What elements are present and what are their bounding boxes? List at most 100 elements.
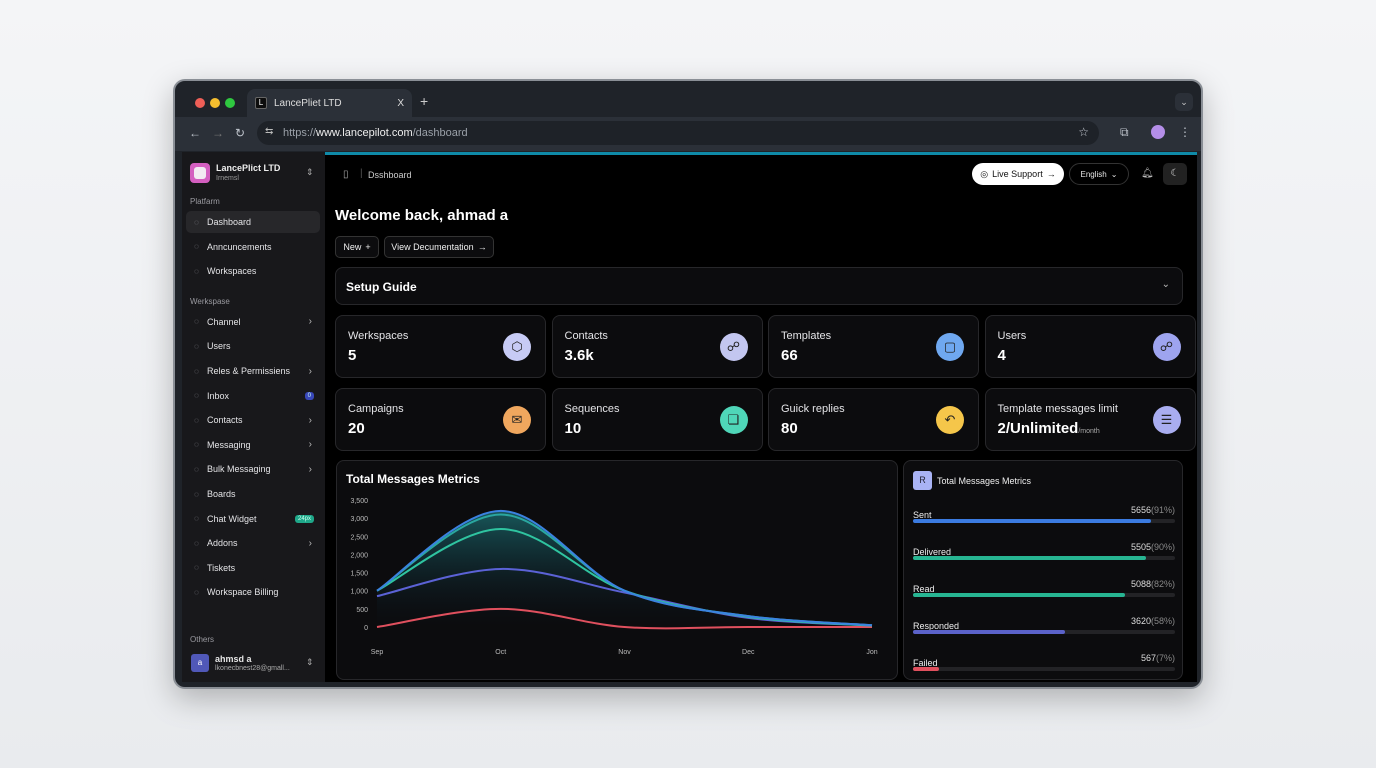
sidebar-item-bulk-messaging[interactable]: ◌ Bulk Messaging › (186, 458, 320, 480)
back-icon[interactable]: ← (189, 126, 201, 140)
theme-toggle-icon[interactable]: ☾ (1163, 163, 1187, 185)
sidebar-item-label: Workspace Billing (207, 587, 279, 598)
sidebar-item-channel[interactable]: ◌ Channel › (186, 311, 320, 333)
minimize-window-button[interactable] (210, 98, 220, 108)
stat-card[interactable]: Templates 66 ▢ (768, 315, 979, 378)
metric-value: 5505 (1130, 542, 1151, 552)
stat-value: 4 (997, 347, 1006, 364)
sidebar-item-chat-widget[interactable]: ◌ Chat Widget 24px (186, 508, 320, 530)
reload-icon[interactable]: ↻ (235, 126, 246, 140)
sidebar-item-label: Addons (207, 538, 238, 549)
new-label: New (343, 242, 362, 252)
stat-value: 20 (348, 420, 365, 437)
x-tick-label: Dec (742, 649, 755, 656)
sidebar-item-anncuncements[interactable]: ◌ Anncuncements (186, 236, 320, 258)
user-menu-icon[interactable]: ⇕ (306, 657, 314, 667)
language-select[interactable]: English ⌄ (1069, 163, 1129, 185)
close-tab-icon[interactable]: X (397, 97, 404, 109)
y-tick-label: 3,000 (350, 516, 368, 523)
sequence-icon: ❏ (719, 406, 748, 434)
stat-card[interactable]: Werkspaces 5 ⬡ (335, 315, 546, 378)
bell-icon[interactable]: 🔔︎ (1141, 168, 1154, 179)
sidebar-item-dashboard[interactable]: ◌ Dashboard (186, 211, 320, 233)
y-tick-label: 1,000 (350, 589, 368, 596)
chevron-right-icon: › (308, 365, 312, 377)
x-tick-label: Jon (866, 649, 877, 656)
metric-name: Responded (913, 621, 960, 631)
stat-card[interactable]: Guick replies 80 ↶ (768, 388, 979, 451)
sidebar-item-workspace-billing[interactable]: ◌ Workspace Billing (186, 581, 320, 603)
live-support-label: Live Support (992, 169, 1043, 179)
line-chart: 0 500 1,000 1,500 2,000 2,500 3,000 3,500 Sep Oct… (350, 498, 877, 656)
new-tab-button[interactable]: + (420, 93, 429, 109)
chevron-right-icon: › (308, 537, 312, 549)
new-button[interactable]: New + (335, 236, 379, 258)
lock-icon: ◌ (194, 366, 199, 376)
bookmark-star-icon[interactable]: ☆ (1078, 125, 1089, 139)
series-line (376, 607, 872, 630)
metric-row: Responded 3620(58%) (913, 616, 1175, 634)
section-title-others: Others (190, 635, 215, 644)
sidebar-item-tiskets[interactable]: ◌ Tiskets (186, 557, 320, 579)
sidebar-item-addons[interactable]: ◌ Addons › (186, 532, 320, 554)
stat-value: 3.6k (564, 347, 594, 364)
series-line (376, 509, 873, 627)
sidebar-toggle-icon[interactable]: ▯ (343, 169, 349, 180)
metric-percent: (58%) (1150, 616, 1175, 626)
metric-bar-fill (913, 667, 940, 671)
close-window-button[interactable] (195, 98, 205, 108)
setup-guide-accordion[interactable]: Setup Guide ⌄ (335, 267, 1183, 305)
stat-card[interactable]: Sequences 10 ❏ (551, 388, 763, 451)
sidebar-item-inbox[interactable]: ◌ Inbox 0 (186, 385, 320, 407)
address-bar[interactable]: ⇆ https://www.lancepilot.com/dashboard ☆ (257, 121, 1099, 145)
metric-bar-track (913, 667, 1175, 671)
users-icon: ◌ (194, 341, 199, 351)
badge: 0 (304, 391, 314, 400)
metric-bar-track (913, 519, 1175, 523)
page-title: Welcome back, ahmad a (335, 207, 509, 224)
sidebar-item-boards[interactable]: ◌ Boards (186, 483, 320, 505)
x-tick-label: Nov (618, 649, 631, 656)
card-icon: ◌ (194, 587, 199, 597)
stat-card[interactable]: Contacts 3.6k ☍ (551, 315, 763, 378)
docs-label: View Decumentation (391, 242, 474, 252)
sidebar-item-users[interactable]: ◌ Users (186, 335, 320, 357)
stat-card[interactable]: Users 4 ☍ (984, 315, 1196, 378)
sidebar-item-label: Contacts (207, 415, 243, 426)
live-support-button[interactable]: ◎ Live Support → (972, 163, 1064, 185)
metric-name: Sent (913, 510, 932, 520)
sidebar-item-contacts[interactable]: ◌ Contacts › (186, 409, 320, 431)
profile-avatar[interactable] (1151, 125, 1165, 139)
browser-window: L LancePliet LTD X + ⌄ ← → ↻ ⇆ https://w… (173, 79, 1203, 689)
org-switcher-icon[interactable]: ⇕ (306, 167, 314, 177)
tab-search-icon[interactable]: ⌄ (1175, 93, 1193, 111)
browser-tab[interactable]: L LancePliet LTD X (247, 89, 412, 117)
stat-label: Template messages limit (997, 403, 1118, 415)
contact-icon: ◌ (194, 415, 199, 425)
chat-icon: ◌ (194, 514, 199, 524)
home-icon: ◌ (194, 217, 199, 227)
maximize-window-button[interactable] (225, 98, 235, 108)
browser-menu-icon[interactable]: ⋮ (1179, 125, 1191, 139)
tab-title: LancePliet LTD (274, 97, 342, 109)
stat-value: 5 (348, 347, 357, 364)
site-settings-icon[interactable]: ⇆ (265, 126, 274, 137)
stat-label: Templates (781, 330, 832, 342)
reply-icon: ↶ (936, 406, 964, 434)
forward-icon[interactable]: → (212, 126, 224, 140)
extensions-icon[interactable]: ⧉ (1120, 125, 1129, 139)
view-documentation-button[interactable]: View Decumentation → (384, 236, 494, 258)
stat-card[interactable]: Template messages limit 2/Unlimited/month… (984, 388, 1196, 451)
metric-bar-track (913, 556, 1175, 560)
breadcrumb[interactable]: Dsshboard (368, 170, 412, 180)
sidebar-item-label: Dashboard (207, 217, 252, 227)
messages-chart-card: Total Messages Metrics 0 500 1,000 1,500 2,0… (336, 460, 898, 680)
metrics-title: Total Messages Metrics (937, 476, 1032, 486)
sidebar-item-workspaces[interactable]: ◌ Workspaces (186, 260, 320, 282)
mail-icon: ✉ (503, 406, 531, 434)
sidebar-item-reles-permissiens[interactable]: ◌ Reles & Permissiens › (186, 360, 320, 382)
sidebar-item-messaging[interactable]: ◌ Messaging › (186, 434, 320, 456)
sidebar-item-label: Users (207, 341, 231, 352)
metric-bar-fill (913, 593, 1126, 597)
stat-card[interactable]: Campaigns 20 ✉ (335, 388, 546, 451)
